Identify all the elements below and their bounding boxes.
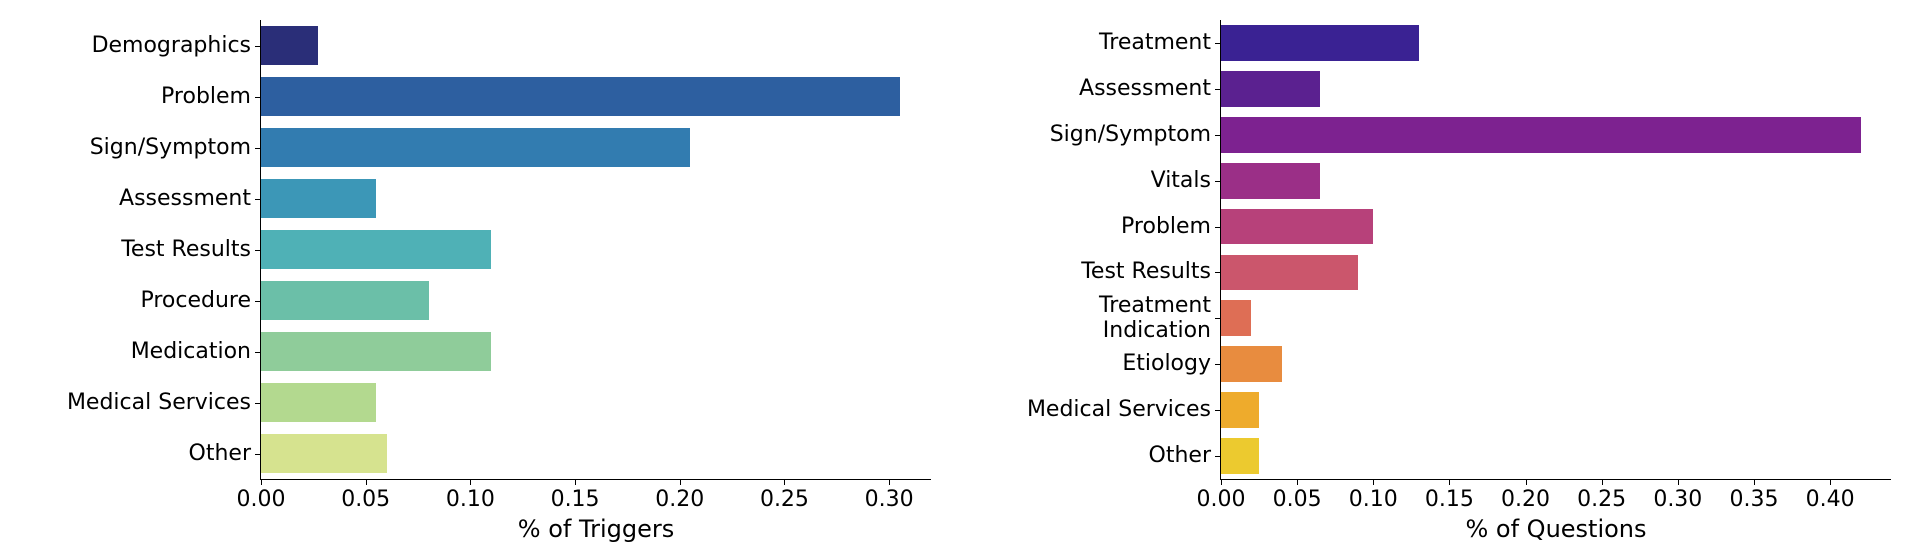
y-category-label: Assessment [119, 186, 261, 210]
y-category-label: Medical Services [67, 390, 261, 414]
x-tick-label: 0.10 [446, 479, 495, 512]
x-tick-label: 0.40 [1806, 479, 1855, 512]
x-tick-label: 0.20 [1501, 479, 1550, 512]
x-tick-label: 0.10 [1349, 479, 1398, 512]
y-category-label: Test Results [121, 237, 261, 261]
y-category-label: Other [1149, 444, 1221, 468]
x-tick-label: 0.25 [760, 479, 809, 512]
bar [261, 128, 690, 168]
y-category-label: Sign/Symptom [1050, 123, 1221, 147]
bar [1221, 25, 1419, 61]
y-category-label: Procedure [140, 288, 261, 312]
x-tick-label: 0.15 [1425, 479, 1474, 512]
y-category-label: Problem [161, 84, 261, 108]
y-category-label: Sign/Symptom [90, 135, 261, 159]
y-category-label: Problem [1121, 214, 1221, 238]
bar [261, 77, 900, 117]
bar [261, 26, 318, 66]
x-tick-label: 0.00 [1197, 479, 1246, 512]
x-tick-label: 0.35 [1729, 479, 1778, 512]
bar [1221, 392, 1259, 428]
plot-area-left: % of Triggers DemographicsProblemSign/Sy… [260, 20, 931, 480]
bar [1221, 71, 1320, 107]
y-category-label: Medical Services [1027, 398, 1221, 422]
y-category-label: Test Results [1081, 260, 1221, 284]
x-tick-label: 0.15 [551, 479, 600, 512]
bar [1221, 117, 1861, 153]
plot-area-right: % of Questions TreatmentAssessmentSign/S… [1220, 20, 1891, 480]
bar [1221, 346, 1282, 382]
x-tick-label: 0.05 [1273, 479, 1322, 512]
x-tick-label: 0.30 [1653, 479, 1702, 512]
y-category-label: Other [189, 441, 261, 465]
x-tick-label: 0.30 [865, 479, 914, 512]
bar [1221, 300, 1251, 336]
y-category-label: Vitals [1151, 169, 1221, 193]
bar [261, 230, 491, 270]
bar [261, 434, 387, 474]
y-category-label: Etiology [1122, 352, 1221, 376]
bar [1221, 209, 1373, 245]
bar [1221, 163, 1320, 199]
y-category-label: Assessment [1079, 77, 1221, 101]
bar [1221, 255, 1358, 291]
x-tick-label: 0.25 [1577, 479, 1626, 512]
y-category-label: Demographics [92, 33, 261, 57]
bar [261, 281, 429, 321]
x-tick-label: 0.00 [237, 479, 286, 512]
bar [261, 383, 376, 423]
bar [261, 179, 376, 219]
figure: % of Triggers DemographicsProblemSign/Sy… [0, 0, 1920, 559]
panel-left: % of Triggers DemographicsProblemSign/Sy… [0, 0, 960, 559]
y-category-label: Treatment [1099, 31, 1221, 55]
y-category-label: Medication [131, 339, 261, 363]
panel-right: % of Questions TreatmentAssessmentSign/S… [960, 0, 1920, 559]
x-tick-label: 0.20 [655, 479, 704, 512]
y-category-label: Treatment Indication [1099, 294, 1221, 342]
bar [261, 332, 491, 372]
x-tick-label: 0.05 [341, 479, 390, 512]
bar [1221, 438, 1259, 474]
